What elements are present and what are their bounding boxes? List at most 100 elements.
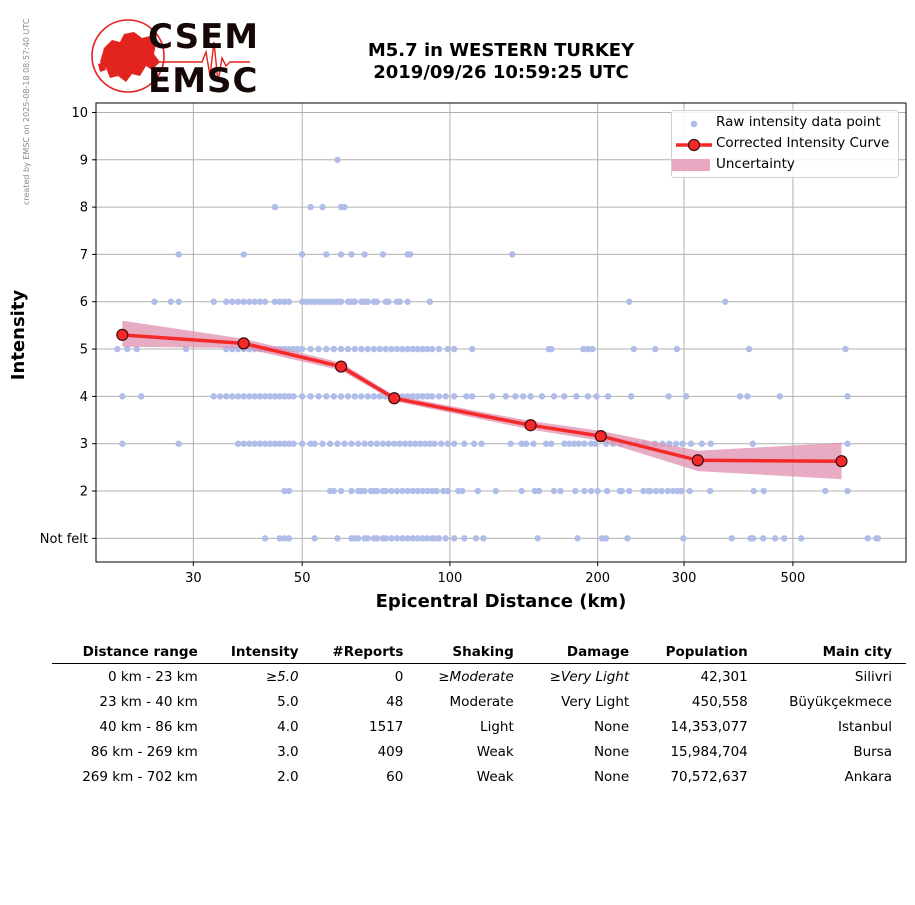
raw-data-point (344, 345, 352, 353)
raw-data-point (361, 251, 368, 258)
raw-data-point (581, 487, 588, 495)
raw-data-point (409, 535, 416, 542)
raw-data-point (571, 487, 579, 495)
raw-data-point (216, 393, 224, 400)
raw-data-point (358, 393, 365, 400)
raw-data-point (364, 298, 371, 305)
table-header-row: Distance range Intensity #Reports Shaking Da… (52, 641, 906, 664)
raw-data-point (442, 393, 449, 400)
raw-data-point (388, 345, 395, 353)
table-cell: 48 (386, 693, 404, 710)
raw-data-point (419, 393, 426, 400)
raw-data-point (844, 393, 851, 400)
raw-data-point (376, 393, 384, 400)
raw-data-point (266, 393, 274, 400)
logo-text-emsc: EMSC (148, 61, 259, 101)
raw-data-point (246, 440, 253, 447)
raw-data-point (393, 487, 401, 495)
legend-item-uncertainty: Uncertainty (672, 155, 898, 175)
raw-data-point (658, 487, 665, 495)
raw-data-point (419, 487, 426, 495)
raw-data-point (307, 345, 314, 353)
raw-data-point (435, 345, 443, 353)
raw-data-point (435, 393, 443, 400)
curve-marker (524, 419, 537, 432)
raw-data-point (760, 535, 767, 542)
plot-frame (95, 102, 907, 563)
raw-data-point (522, 440, 530, 447)
raw-data-point (603, 487, 611, 495)
raw-data-point (251, 393, 258, 400)
raw-data-point (409, 487, 416, 495)
table-cell: 1517 (369, 718, 404, 735)
title-line-event: M5.7 in WESTERN TURKEY (367, 40, 635, 61)
raw-data-point (348, 251, 355, 258)
raw-data-point (124, 345, 131, 353)
raw-data-point (433, 487, 440, 495)
table-header-cell: Population (643, 641, 762, 664)
raw-data-point (351, 393, 359, 400)
raw-data-point (450, 393, 458, 400)
raw-data-point (276, 440, 283, 447)
table-cell: 15,984,704 (670, 743, 748, 760)
raw-data-point (844, 487, 851, 495)
raw-data-point (299, 345, 306, 353)
raw-data-point (240, 251, 247, 258)
raw-data-point (388, 535, 395, 542)
table-cell: 2.0 (277, 768, 299, 785)
raw-data-point (367, 440, 375, 447)
raw-data-point (630, 345, 638, 353)
uncertainty-swatch (672, 159, 710, 171)
raw-data-point (550, 393, 558, 400)
table-cell: 60 (386, 768, 404, 785)
raw-data-point (444, 345, 451, 353)
raw-data-point (307, 203, 314, 211)
raw-data-point (396, 298, 403, 305)
table-header-cell: Main city (761, 641, 906, 664)
raw-data-point (750, 535, 757, 542)
raw-data-point (565, 440, 573, 447)
raw-data-point (388, 487, 395, 495)
raw-data-point (373, 487, 381, 495)
raw-data-point (404, 345, 411, 353)
raw-data-point (348, 440, 355, 447)
raw-data-point (419, 535, 426, 542)
raw-data-point (133, 345, 140, 353)
raw-data-point (393, 535, 401, 542)
raw-data-point (519, 393, 527, 400)
raw-data-point (424, 345, 431, 353)
raw-data-point (669, 487, 677, 495)
table-cell: 5.0 (277, 693, 299, 710)
raw-data-point (602, 535, 610, 542)
legend-item-curve: Corrected Intensity Curve (672, 134, 898, 154)
raw-data-point (246, 393, 253, 400)
raw-data-point (396, 440, 403, 447)
legend-item-raw: Raw intensity data point (672, 113, 898, 133)
raw-data-point (334, 440, 341, 447)
raw-data-point (167, 298, 175, 305)
raw-data-point (373, 535, 381, 542)
raw-data-point (337, 393, 345, 400)
table-cell: Moderate (449, 693, 514, 710)
raw-data-point (240, 298, 247, 305)
raw-data-point (330, 487, 338, 495)
raw-data-point (530, 440, 537, 447)
raw-data-point (376, 345, 384, 353)
raw-data-point (707, 440, 714, 447)
raw-data-point (334, 156, 341, 163)
raw-data-point (478, 440, 485, 447)
raw-data-point (285, 393, 293, 400)
raw-data-point (444, 487, 451, 495)
y-tick-label: 9 (80, 153, 88, 168)
raw-data-point (361, 487, 368, 495)
raw-data-point (414, 345, 421, 353)
raw-data-point (399, 535, 406, 542)
raw-data-point (548, 345, 555, 353)
table-cell: 409 (377, 743, 404, 760)
legend-label-raw: Raw intensity data point (716, 114, 881, 130)
raw-data-point (370, 393, 378, 400)
raw-data-point (518, 440, 525, 447)
table-header-cell: Damage (527, 641, 644, 664)
raw-data-point (379, 251, 387, 258)
raw-data-point (618, 487, 625, 495)
